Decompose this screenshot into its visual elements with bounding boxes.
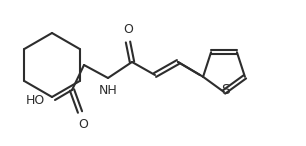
Text: O: O bbox=[78, 118, 88, 131]
Text: HO: HO bbox=[26, 93, 45, 106]
Text: NH: NH bbox=[99, 84, 118, 97]
Text: O: O bbox=[123, 23, 133, 36]
Text: S: S bbox=[222, 83, 230, 97]
